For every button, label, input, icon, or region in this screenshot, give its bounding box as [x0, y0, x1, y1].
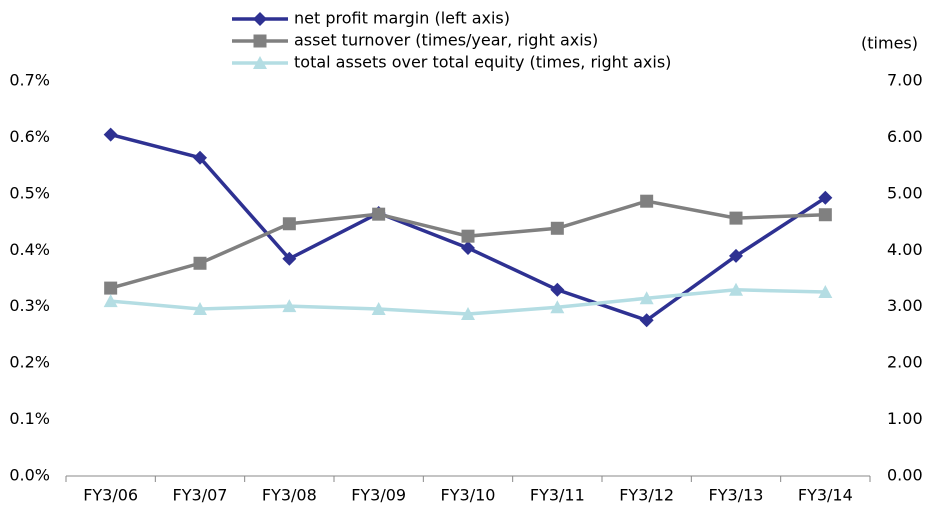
marker — [461, 241, 475, 256]
marker — [461, 229, 475, 243]
y2-tick-label: 4.00 — [887, 240, 923, 259]
x-tick-label: FY3/12 — [619, 486, 674, 505]
x-tick-label: FY3/14 — [798, 486, 853, 505]
marker — [193, 301, 207, 315]
marker — [729, 248, 743, 263]
marker — [282, 217, 296, 231]
marker — [104, 281, 118, 295]
marker — [461, 307, 475, 321]
y-tick-label: 0.4% — [9, 240, 50, 259]
x-tick-label: FY3/06 — [83, 486, 138, 505]
x-tick-label: FY3/08 — [262, 486, 317, 505]
x-tick-label: FY3/07 — [173, 486, 228, 505]
y2-tick-label: 5.00 — [887, 183, 923, 202]
y2-tick-label: 0.00 — [887, 466, 923, 485]
marker — [371, 301, 386, 315]
x-tick-label: FY3/10 — [441, 486, 496, 505]
marker — [639, 291, 654, 305]
y-tick-label: 0.0% — [9, 466, 50, 485]
marker — [550, 282, 565, 297]
marker — [253, 12, 267, 26]
marker — [729, 282, 743, 296]
marker — [103, 294, 118, 308]
x-tick-label: FY3/09 — [351, 486, 406, 505]
marker — [103, 127, 118, 142]
y2-tick-label: 1.00 — [887, 409, 923, 428]
marker — [253, 34, 267, 48]
x-tick-label: FY3/11 — [530, 486, 585, 505]
legend-label: net profit margin (left axis) — [294, 9, 510, 28]
marker — [253, 56, 267, 69]
y-tick-label: 0.6% — [9, 127, 50, 146]
marker — [640, 194, 654, 208]
marker — [282, 251, 297, 266]
marker — [818, 190, 833, 205]
marker — [282, 299, 297, 313]
y2-unit-label: (times) — [861, 34, 918, 53]
y-tick-label: 0.2% — [9, 353, 50, 372]
marker — [818, 208, 832, 222]
marker — [193, 256, 207, 270]
marker — [818, 285, 833, 299]
marker — [372, 207, 386, 221]
y-tick-label: 0.5% — [9, 183, 50, 202]
legend-label: asset turnover (times/year, right axis) — [294, 31, 598, 50]
marker — [193, 150, 207, 165]
marker — [639, 313, 654, 328]
y-tick-label: 0.3% — [9, 296, 50, 315]
y-tick-label: 0.1% — [9, 409, 50, 428]
y-tick-label: 0.7% — [9, 71, 50, 90]
y2-tick-label: 2.00 — [887, 353, 923, 372]
marker — [550, 221, 564, 235]
marker — [729, 211, 743, 225]
y2-tick-label: 7.00 — [887, 71, 923, 90]
y2-tick-label: 3.00 — [887, 296, 923, 315]
y2-tick-label: 6.00 — [887, 127, 923, 146]
legend-label: total assets over total equity (times, r… — [294, 53, 671, 72]
x-tick-label: FY3/13 — [709, 486, 764, 505]
marker — [550, 300, 565, 314]
